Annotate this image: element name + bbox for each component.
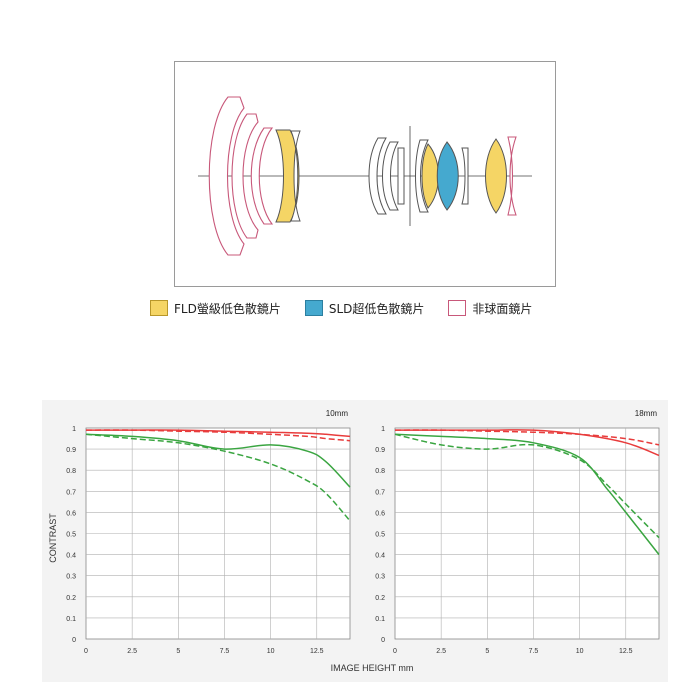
x-axis-label: IMAGE HEIGHT mm: [331, 663, 414, 673]
middle-meniscus-2: [382, 141, 399, 211]
mtf-curve-10mm-2: [85, 433, 351, 488]
x-tick-label: 12.5: [310, 648, 324, 655]
legend-label-fld: FLD螢級低色散鏡片: [174, 301, 281, 316]
chart-title-10mm: 10mm: [326, 409, 349, 418]
x-tick-label: 0: [84, 648, 88, 655]
y-tick-label: 0.1: [66, 616, 76, 623]
x-tick-label: 2.5: [436, 648, 446, 655]
sld-swatch: [304, 300, 323, 316]
x-tick-label: 10: [576, 648, 584, 655]
third-aspheric-element: [250, 127, 274, 225]
lens-construction-diagram: [174, 61, 556, 287]
y-tick-label: 0.6: [66, 510, 76, 517]
y-axis-label: CONTRAST: [48, 513, 58, 563]
y-tick-label: 0.9: [66, 447, 76, 454]
x-tick-label: 7.5: [220, 648, 230, 655]
y-tick-label: 0.4: [375, 553, 385, 560]
y-tick-label: 0.8: [375, 468, 385, 475]
fld-swatch: [150, 300, 168, 316]
mtf-curve-18mm-2: [394, 433, 660, 556]
y-tick-label: 0.5: [66, 532, 76, 539]
middle-meniscus-1: [368, 137, 387, 215]
y-tick-label: 0.6: [375, 510, 385, 517]
y-tick-label: 0.4: [66, 553, 76, 560]
chart-title-18mm: 18mm: [635, 409, 658, 418]
y-tick-label: 1: [381, 426, 385, 433]
mtf-curve-18mm-1: [394, 429, 660, 446]
rear-element-2: [461, 147, 469, 205]
x-tick-label: 5: [176, 648, 180, 655]
mtf-curve-10mm-1: [85, 429, 351, 442]
y-tick-label: 0: [72, 637, 76, 644]
y-tick-label: 0.9: [375, 447, 385, 454]
x-tick-label: 0: [393, 648, 397, 655]
second-aspheric-element: [231, 113, 259, 239]
rear-aspheric-element: [507, 136, 517, 216]
y-tick-label: 0.2: [375, 595, 385, 602]
legend-item-sld: SLD超低色散鏡片: [304, 300, 425, 317]
legend-item-fld: FLD螢級低色散鏡片: [150, 300, 281, 317]
y-tick-label: 0.1: [375, 616, 385, 623]
mtf-curve-10mm-3: [85, 433, 351, 522]
mtf-curve-18mm-3: [394, 433, 660, 539]
y-tick-label: 0.5: [375, 532, 385, 539]
legend-label-aspheric: 非球面鏡片: [472, 301, 533, 316]
y-tick-label: 0.3: [66, 574, 76, 581]
y-tick-label: 0: [381, 637, 385, 644]
x-tick-label: 5: [485, 648, 489, 655]
legend-item-aspheric: 非球面鏡片: [448, 300, 532, 317]
y-tick-label: 0.2: [66, 595, 76, 602]
y-tick-label: 1: [72, 426, 76, 433]
lens-legend: FLD螢級低色散鏡片 SLD超低色散鏡片 非球面鏡片: [150, 296, 532, 320]
y-tick-label: 0.7: [66, 489, 76, 496]
fld-element-front: [275, 129, 300, 223]
front-group-rear-element: [290, 130, 301, 222]
sld-element: [436, 141, 459, 211]
x-tick-label: 12.5: [619, 648, 633, 655]
y-tick-label: 0.8: [66, 468, 76, 475]
fld-element-rear-2: [485, 138, 507, 214]
legend-label-sld: SLD超低色散鏡片: [328, 301, 425, 316]
x-tick-label: 7.5: [529, 648, 539, 655]
rear-element-1: [415, 139, 429, 213]
middle-stop-element: [397, 147, 405, 205]
y-tick-label: 0.3: [375, 574, 385, 581]
x-tick-label: 10: [267, 648, 275, 655]
x-tick-label: 2.5: [127, 648, 137, 655]
front-aspheric-element: [208, 96, 245, 256]
fld-element-rear-1: [421, 143, 439, 209]
aspheric-swatch: [448, 300, 467, 316]
y-tick-label: 0.7: [375, 489, 385, 496]
